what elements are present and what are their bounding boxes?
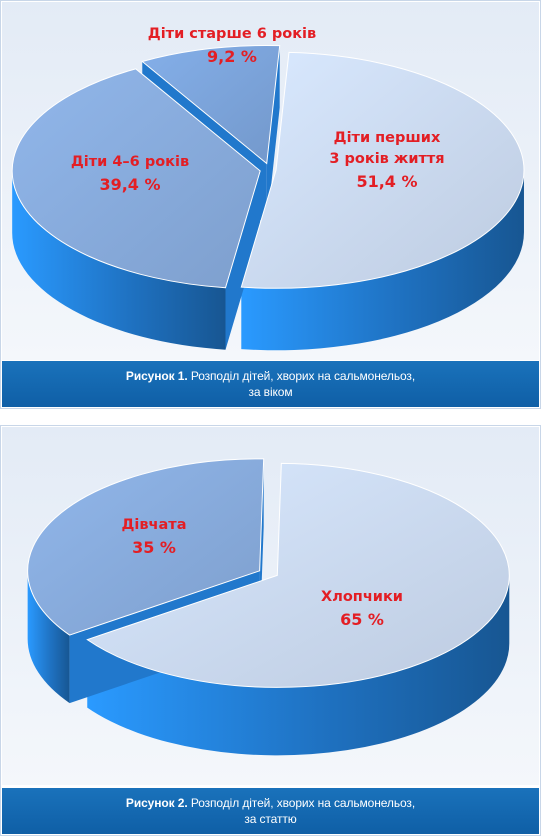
slice-label-2: Дівчата xyxy=(122,517,187,533)
pie-slice-side xyxy=(27,570,70,704)
slice-value-3: 9,2 % xyxy=(207,47,257,66)
figure-1-caption-line2: за віком xyxy=(248,385,293,399)
figure-1-caption-line1: Розподіл дітей, хворих на сальмонельоз, xyxy=(190,369,416,383)
pie-slice-3 xyxy=(141,45,281,165)
slice-label-2: Діти 4–6 років xyxy=(71,154,189,170)
pie-slice-side xyxy=(241,170,524,351)
slice-label-1: Хлопчики xyxy=(321,589,403,605)
pie-chart-sex: Хлопчики 65 % Дівчата 35 % xyxy=(27,458,510,756)
slice-label-1: 3 років життя xyxy=(329,151,444,167)
slice-value-1: 51,4 % xyxy=(356,172,417,191)
pie-chart-age: Діти перших 3 років життя 51,4 % Діти 4–6 р… xyxy=(11,26,525,351)
pie-labels: Хлопчики 65 % Дівчата 35 % xyxy=(122,517,403,629)
figure-1: Діти перших 3 років життя 51,4 % Діти 4–6 р… xyxy=(0,0,541,409)
slice-label-1: Діти перших xyxy=(334,130,441,146)
chart-area-2: Хлопчики 65 % Дівчата 35 % xyxy=(2,427,539,785)
figure-2-caption-line1: Розподіл дітей, хворих на сальмонельоз, xyxy=(190,796,416,810)
figure-2-caption: Рисунок 2. Розподіл дітей, хворих на сал… xyxy=(2,788,539,834)
pie-slice-cut xyxy=(225,170,261,350)
pie-slice-2 xyxy=(11,68,261,289)
figure-2: Хлопчики 65 % Дівчата 35 % Рисунок 2. Розпо… xyxy=(0,425,541,836)
pie-slice-side xyxy=(12,170,226,350)
chart-area-1: Діти перших 3 років життя 51,4 % Діти 4–6 р… xyxy=(2,2,539,360)
slice-label-3: Діти старше 6 років xyxy=(148,26,316,42)
pie-tops xyxy=(27,458,510,688)
figure-2-label: Рисунок 2. xyxy=(125,796,188,810)
pie-labels: Діти перших 3 років життя 51,4 % Діти 4–6 р… xyxy=(71,26,445,194)
pie-slice-1 xyxy=(240,51,525,289)
slice-value-2: 35 % xyxy=(132,538,176,557)
pie-slice-cut xyxy=(266,45,280,226)
slice-value-1: 65 % xyxy=(340,610,384,629)
pie-slice-1 xyxy=(86,462,510,688)
pie-tops xyxy=(11,45,525,289)
pie-slice-2 xyxy=(27,458,265,636)
figure-2-caption-line2: за статтю xyxy=(244,812,297,826)
slice-value-2: 39,4 % xyxy=(99,175,160,194)
pie-slice-side xyxy=(87,575,510,756)
figure-1-caption: Рисунок 1. Розподіл дітей, хворих на сал… xyxy=(2,361,539,407)
figure-1-label: Рисунок 1. xyxy=(125,369,188,383)
